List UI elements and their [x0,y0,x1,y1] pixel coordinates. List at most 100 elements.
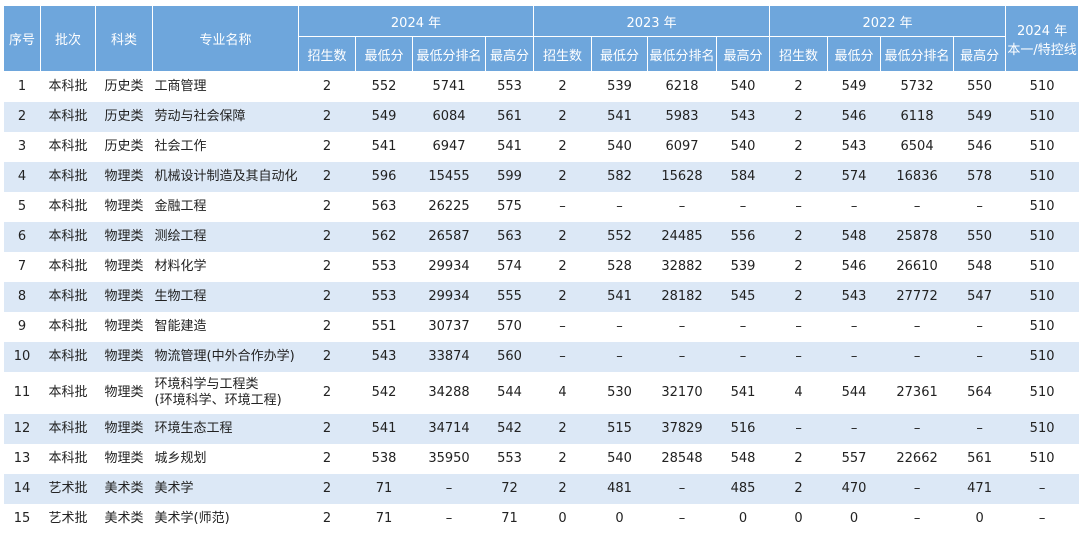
column-header: 最低分排名 [412,36,486,72]
cell: 2 [533,102,592,132]
cell: 584 [716,162,770,192]
admission-table: 序号 批次 科类 专业名称 2024 年 2023 年 2022 年 2024 年本一/特控线… [3,5,1080,534]
cell: 2 [558,259,567,274]
cell: 本科批 [40,102,96,132]
cell: 27361 [896,385,938,400]
cell: 24485 [647,222,717,252]
cell: 540 [607,451,632,466]
cell: 543 [355,342,413,372]
table-row: 15 艺术批 美术类 美术学(师范) 2 71 – 71 0 0 – 0 0 0 – 0 – [4,504,1079,534]
cell: 15628 [647,162,717,192]
cell: – [827,414,881,444]
cell: 515 [591,414,648,444]
cell: 智能建造 [154,319,207,334]
cell: 15 [13,511,31,526]
header-line: 2024 年 [1016,23,1068,39]
cell: 2 [558,139,567,154]
cell: 2 [769,282,828,312]
cell: 560 [485,342,534,372]
cell: 物理类 [104,199,144,214]
column-header: 招生数 [533,36,593,72]
cell: 540 [607,139,632,154]
cell: 艺术批 [40,474,96,504]
column-header: 序号 [3,5,41,72]
cell: 570 [497,319,522,334]
cell: 543 [716,102,770,132]
table-row: 10 本科批 物理类 物流管理(中外合作办学) 2 543 33874 560– – – – – – – –… [3,342,1079,372]
cell: 32170 [661,385,703,400]
cell: 2 [794,451,803,466]
cell: – [827,342,881,372]
cell: 6084 [412,102,486,132]
cell: 社会工作 [154,139,207,154]
cell: – [739,319,747,334]
cell: 2 [298,162,356,192]
cell: 2 [298,222,356,252]
cell: 2 [533,474,592,504]
cell: 510 [1005,282,1079,312]
cell: – [769,342,828,372]
cell: 2 [558,451,567,466]
cell: 1 [17,79,27,94]
cell: – [795,199,802,214]
table-row: 9 本科批 物理类 智能建造 2 551 30737 570 – – – – – – – – 510 [4,312,1079,342]
cell: 544 [497,385,522,400]
cell: 2 [298,342,356,372]
cell: 6218 [665,79,699,94]
cell: 本科批 [40,222,96,252]
cell: 12 [3,414,41,444]
cell: 16836 [880,162,954,192]
cell: 2 [322,451,332,466]
cell: 548 [827,222,881,252]
cell: 5732 [900,79,934,94]
cell: 471 [953,474,1006,504]
cell: 71 [355,474,413,504]
cell: 553 [497,79,522,94]
cell: 2 [3,102,41,132]
cell: 美术类 [95,474,153,504]
cell: 机械设计制造及其自动化 [152,162,299,192]
cell: 6504 [900,139,934,154]
cell: 34714 [412,414,486,444]
cell: 538 [371,451,397,466]
cell: 2 [322,319,332,334]
cell: 8 [3,282,41,312]
cell: 11 [13,385,31,400]
cell: 本科批 [48,259,88,274]
cell: 2 [533,222,592,252]
cell: 574 [827,162,881,192]
cell: 2 [533,414,592,444]
column-header: 最高分 [953,36,1007,72]
cell: 美术类 [104,511,144,526]
cell: 71 [501,511,518,526]
cell: 539 [607,79,632,94]
cell: 本科批 [48,199,88,214]
cell: 553 [371,259,397,274]
cell: – [678,511,686,526]
table-row: 3 本科批 历史类 社会工作 2 541 6947 541 2 540 6097 540 2 543 650… [4,132,1079,162]
column-header: 招生数 [769,36,829,72]
cell: 510 [1005,342,1079,372]
column-header: 2024 年本一/特控线 [1005,5,1080,72]
cell: – [559,199,566,214]
table-row: 2 本科批 历史类 劳动与社会保障 2 549 6084 561 2 541 5983 543 2 546… [3,102,1079,132]
cell: 2 [769,474,828,504]
cell: 本科批 [40,342,96,372]
table-row: 11 本科批 物理类 环境科学与工程类 (环境科学、环境工程) 2 542 34288 544 4… [4,372,1079,414]
cell: 环境生态工程 [152,414,299,444]
cell: 547 [953,282,1006,312]
table-row: 1 本科批 历史类 工商管理 2 552 5741 553 2 539 6218 540 2 549 573… [4,72,1079,103]
cell: – [953,414,1006,444]
column-header: 批次 [40,5,96,72]
cell: 528 [607,259,632,274]
column-header: 最低分 [827,36,882,72]
cell: 551 [371,319,397,334]
cell: 530 [607,385,632,400]
cell: 562 [355,222,413,252]
cell: – [850,319,858,334]
cell: 2 [298,474,356,504]
cell: 4 [794,385,803,400]
table-row: 4 本科批 物理类 机械设计制造及其自动化 2 596 15455 599 2 582 15628 5… [3,162,1079,192]
table-row: 7 本科批 物理类 材料化学 2 553 29934 574 2 528 32882 539 2 546 2… [4,252,1079,282]
